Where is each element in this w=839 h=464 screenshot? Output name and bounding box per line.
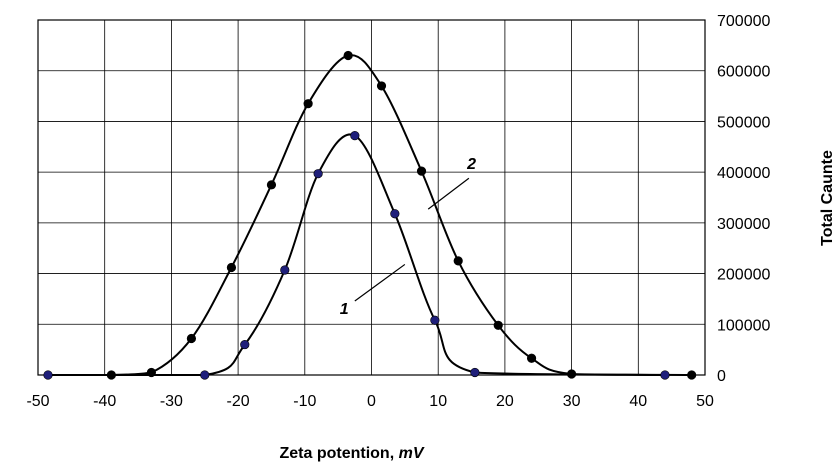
x-tick-label: 10	[429, 393, 447, 410]
x-tick-label: 0	[367, 393, 376, 410]
data-point-series-2	[526, 353, 537, 363]
y-tick-labels: 0 100000 200000 300000 400000 500000 600000 700…	[717, 13, 770, 385]
x-axis-title-main: Zeta potention,	[279, 445, 398, 462]
y-tick-label: 500000	[717, 114, 770, 131]
data-point-series-1	[280, 265, 290, 275]
x-tick-label: -20	[227, 393, 250, 410]
y-tick-label: 100000	[717, 317, 770, 334]
series-line-2	[111, 54, 692, 376]
curve-label-1: 1	[340, 301, 349, 318]
data-point-series-2	[416, 166, 427, 176]
series-line-1	[48, 133, 666, 377]
y-axis-title: Total Caunte	[819, 150, 836, 246]
x-tick-label: 30	[563, 393, 581, 410]
data-point-series-1	[470, 367, 480, 378]
data-point-series-2	[687, 370, 697, 380]
data-point-series-2	[566, 369, 577, 379]
data-point-series-1	[660, 370, 670, 380]
data-point-series-2	[226, 262, 237, 273]
curve-label-leader-2	[427, 177, 470, 210]
y-tick-label: 400000	[717, 165, 770, 182]
grid-lines	[37, 19, 706, 376]
data-point-series-2	[186, 333, 197, 344]
data-point-series-1	[390, 209, 400, 219]
curve-label-2: 2	[466, 156, 476, 173]
x-tick-label: 40	[629, 393, 647, 410]
data-point-series-1	[313, 169, 323, 179]
x-axis-title: Zeta potention, mV	[279, 445, 424, 462]
x-axis-title-unit: mV	[399, 445, 425, 462]
curve-label-leader-1	[354, 263, 406, 302]
curve-labels: 12	[340, 156, 476, 318]
plot-area-frame	[37, 19, 706, 376]
x-tick-label: -50	[26, 393, 49, 410]
y-tick-label: 200000	[717, 267, 770, 284]
data-point-series-1	[350, 131, 360, 141]
data-point-series-2	[303, 99, 313, 109]
data-point-series-2	[343, 50, 353, 61]
data-point-series-1	[240, 339, 250, 350]
data-point-series-2	[376, 81, 387, 91]
x-tick-label: -30	[160, 393, 183, 410]
series-markers	[43, 50, 697, 380]
x-tick-labels: -50 -40 -30 -20 -10 0 10 20 30 40 50	[26, 393, 714, 410]
series-curves	[48, 54, 692, 377]
y-tick-label: 600000	[717, 64, 770, 81]
y-tick-label: 0	[717, 368, 726, 385]
data-point-series-1	[43, 370, 53, 380]
data-point-series-2	[453, 256, 463, 266]
data-point-series-1	[430, 315, 440, 325]
x-tick-label: 20	[496, 393, 514, 410]
data-point-series-2	[493, 320, 503, 330]
y-tick-label: 300000	[717, 216, 770, 233]
data-point-series-2	[266, 180, 277, 190]
data-point-series-2	[146, 367, 156, 378]
data-point-series-1	[200, 370, 210, 380]
x-tick-label: -40	[93, 393, 116, 410]
y-tick-label: 700000	[717, 13, 770, 30]
x-tick-label: -10	[293, 393, 316, 410]
data-point-series-2	[106, 370, 116, 380]
x-tick-label: 50	[696, 393, 714, 410]
